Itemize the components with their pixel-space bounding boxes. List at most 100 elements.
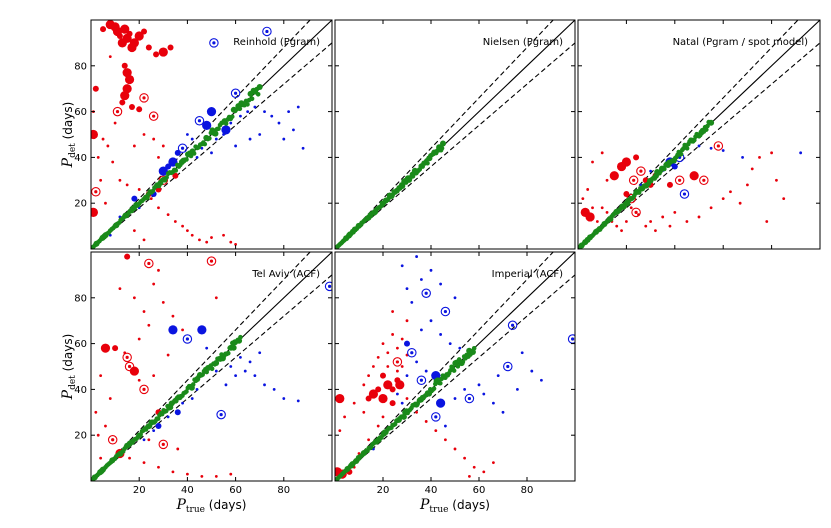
blue-point: [463, 388, 466, 391]
blue-point: [190, 397, 194, 400]
panel-title: Natal (Pgram / spot model): [673, 37, 809, 48]
green-point: [678, 151, 684, 157]
red-point: [117, 38, 127, 48]
y-axis-subscript: det: [68, 143, 78, 158]
red-point-ring-center: [147, 261, 151, 266]
red-point-ring: [636, 166, 646, 176]
y-tick-label: 60: [74, 107, 87, 118]
green-point: [184, 157, 189, 162]
red-point-ring-center: [94, 190, 98, 194]
blue-point: [741, 156, 744, 159]
blue-point: [501, 410, 505, 414]
panel-frame: [577, 19, 821, 250]
panel-0: 20 40 60 80 Reinhold (Pgram) Pdet (days): [60, 19, 333, 250]
red-point: [129, 38, 139, 48]
red-point: [141, 28, 148, 35]
red-point: [492, 461, 495, 465]
x-tick-label: 20: [133, 485, 146, 496]
red-point: [229, 472, 233, 476]
red-point: [152, 282, 156, 286]
blue-point: [272, 388, 276, 391]
red-point: [758, 156, 761, 159]
blue-point-ring: [177, 143, 188, 153]
x-axis-label: Ptrue (days): [176, 497, 247, 515]
blue-point: [197, 325, 207, 335]
red-point: [157, 465, 160, 469]
blue-point: [520, 351, 524, 355]
blue-point: [253, 105, 257, 109]
blue-point-ring: [421, 288, 431, 298]
green-point: [469, 349, 476, 356]
red-point-ring-center: [639, 169, 643, 173]
red-point: [142, 461, 146, 465]
blue-point: [496, 374, 500, 378]
blue-point-ring-center: [185, 337, 189, 341]
blue-point: [239, 355, 242, 359]
panel-frame: [334, 19, 576, 250]
blue-point: [400, 264, 404, 268]
blue-point: [799, 151, 803, 155]
red-point: [343, 415, 346, 419]
blue-point-ring: [679, 189, 690, 199]
red-point: [124, 253, 131, 260]
blue-point: [516, 388, 519, 391]
blue-point: [200, 146, 204, 150]
red-point: [142, 238, 146, 242]
red-point: [378, 393, 388, 404]
blue-point-ring-center: [212, 41, 216, 45]
blue-point-ring: [324, 281, 332, 292]
blue-point-ring: [464, 393, 475, 404]
red-point: [126, 30, 133, 37]
green-point: [249, 96, 255, 102]
red-point-ring: [144, 258, 154, 269]
blue-point: [296, 105, 300, 109]
red-point: [362, 383, 366, 387]
blue-point: [530, 369, 534, 373]
red-point: [181, 328, 184, 332]
red-point-ring: [158, 439, 169, 450]
red-point-ring-center: [127, 364, 132, 369]
blue-point: [206, 107, 217, 117]
y-tick-label: 60: [74, 339, 87, 350]
red-point: [176, 447, 180, 451]
reference-line-upper-bound: [335, 20, 554, 249]
panel-plot-area: [335, 252, 575, 481]
green-point: [209, 366, 215, 372]
blue-point-ring-center: [219, 412, 223, 417]
panel-title: Nielsen (Pgram): [483, 37, 563, 48]
red-point: [616, 161, 627, 172]
red-point-ring-center: [125, 355, 129, 359]
red-point: [352, 401, 356, 405]
red-point: [124, 74, 135, 85]
blue-point: [158, 166, 168, 176]
red-point: [96, 156, 100, 159]
red-point-ring: [206, 256, 217, 266]
x-tick-label: 60: [229, 485, 242, 496]
blue-point-ring-center: [197, 119, 202, 123]
red-point: [113, 121, 117, 125]
reference-line-lower-bound: [91, 274, 332, 481]
red-point: [775, 178, 778, 182]
red-point: [386, 351, 390, 355]
blue-point: [420, 278, 423, 281]
blue-point: [166, 415, 170, 419]
green-point: [229, 114, 235, 119]
y-axis-symbol: P: [60, 389, 76, 400]
red-point: [661, 215, 665, 219]
red-point: [591, 206, 594, 210]
reference-line-upper-bound: [578, 20, 799, 249]
red-point-ring: [158, 175, 169, 186]
red-point: [620, 229, 623, 233]
y-axis-label: Pdet (days): [60, 334, 78, 401]
blue-point: [205, 346, 209, 350]
blue-point: [709, 146, 713, 150]
blue-point: [253, 374, 257, 378]
red-point-ring-center: [395, 360, 399, 364]
x-axis-symbol: P: [176, 497, 187, 513]
blue-point: [405, 374, 409, 378]
red-point: [586, 188, 590, 191]
red-point: [463, 456, 466, 460]
reference-line-lower-bound: [335, 274, 575, 481]
blue-point: [697, 144, 701, 148]
